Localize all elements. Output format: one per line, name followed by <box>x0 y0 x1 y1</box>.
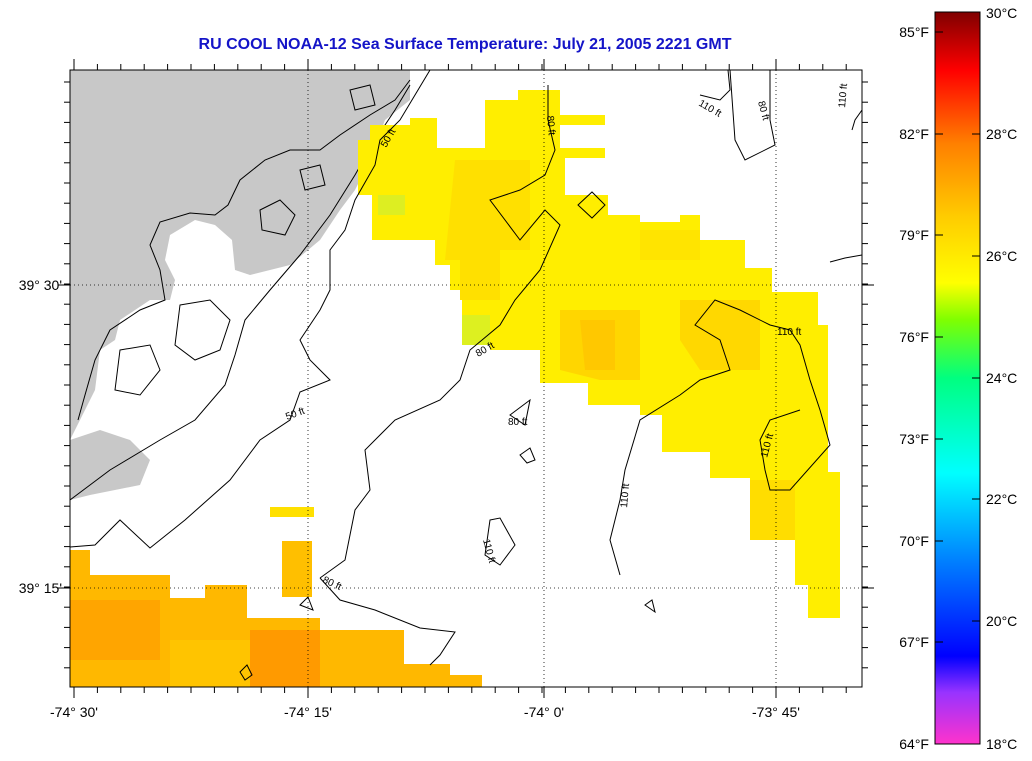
contour-label: 110 ft <box>619 483 632 508</box>
lat-label: 39° 15' <box>19 580 62 596</box>
celsius-label: 30°C <box>986 5 1017 21</box>
fahrenheit-label: 67°F <box>899 634 929 650</box>
axis-ticks <box>58 59 874 698</box>
lon-label: -73° 45' <box>752 704 800 720</box>
map-title: RU COOL NOAA-12 Sea Surface Temperature:… <box>198 36 732 53</box>
fahrenheit-label: 76°F <box>899 329 929 345</box>
land-coast-south <box>70 430 150 500</box>
fahrenheit-label: 73°F <box>899 431 929 447</box>
celsius-label: 24°C <box>986 370 1017 386</box>
celsius-label: 22°C <box>986 491 1017 507</box>
celsius-label: 28°C <box>986 126 1017 142</box>
sst-field <box>70 90 840 687</box>
depth-contours <box>70 70 862 681</box>
bay-outline <box>77 79 411 421</box>
land-mass <box>70 70 410 440</box>
map-border <box>69 69 863 688</box>
contour-label: 80 ft <box>508 417 528 428</box>
grid-lines <box>70 70 862 687</box>
colorbar-celsius-labels: 30°C 28°C 26°C 24°C 22°C 20°C 18°C <box>986 5 1017 752</box>
celsius-label: 20°C <box>986 613 1017 629</box>
fahrenheit-label: 79°F <box>899 227 929 243</box>
lon-label: -74° 30' <box>50 704 98 720</box>
contour-label: 110 ft <box>837 83 850 108</box>
celsius-label: 18°C <box>986 736 1017 752</box>
fahrenheit-label: 70°F <box>899 533 929 549</box>
fahrenheit-label: 85°F <box>899 24 929 40</box>
lon-label: -74° 0' <box>524 704 564 720</box>
lat-label: 39° 30' <box>19 277 62 293</box>
fahrenheit-label: 64°F <box>899 736 929 752</box>
contour-label: 80 ft <box>755 100 771 122</box>
fahrenheit-label: 82°F <box>899 126 929 142</box>
contour-label: 80 ft <box>544 115 557 136</box>
contour-label: 110 ft <box>777 327 801 338</box>
celsius-label: 26°C <box>986 248 1017 264</box>
colorbar-ticks <box>935 31 980 643</box>
lon-label: -74° 15' <box>284 704 332 720</box>
colorbar-fahrenheit-labels: 85°F 82°F 79°F 76°F 73°F 70°F 67°F 64°F <box>899 24 929 752</box>
